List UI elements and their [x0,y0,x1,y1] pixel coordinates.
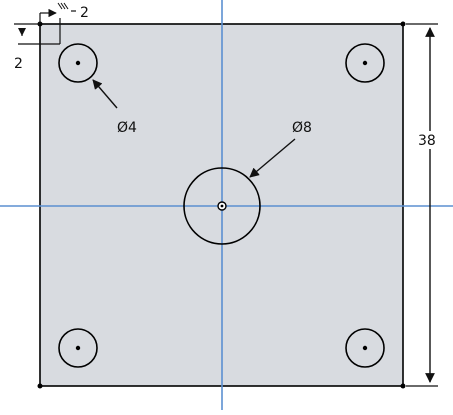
side-dimension-label[interactable]: 38 [418,133,436,149]
side-dimension-label-bg [417,131,441,149]
hole-bottom-left[interactable] [58,328,98,368]
center-hole-diameter-label[interactable]: Ø8 [292,120,312,136]
left-offset-label[interactable]: 2 [14,56,23,72]
hole-diameter-leader [92,79,118,109]
hole-top-right[interactable] [345,43,385,83]
left-offset-dimension [14,23,60,45]
hole-diameter-label[interactable]: Ø4 [117,120,137,136]
center-hole[interactable] [183,167,261,245]
hole-bottom-right[interactable] [345,328,385,368]
corner-point-br[interactable] [400,383,406,389]
corner-point-bl[interactable] [37,383,43,389]
top-offset-label[interactable]: 2 [80,5,89,21]
corner-point-tr[interactable] [400,21,406,27]
top-offset-dimension [39,2,76,44]
side-dimension [406,23,438,387]
center-hole-leader [249,138,296,178]
hole-top-left[interactable] [58,43,98,83]
